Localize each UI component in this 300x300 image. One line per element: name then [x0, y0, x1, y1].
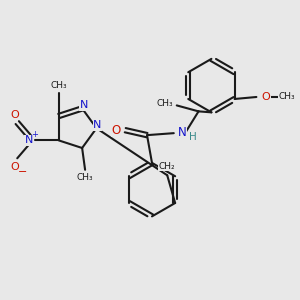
Text: CH₂: CH₂ — [159, 162, 175, 171]
Text: H: H — [189, 132, 197, 142]
Text: +: + — [31, 130, 38, 139]
Text: O: O — [261, 92, 270, 102]
Text: N: N — [93, 120, 102, 130]
Text: CH₃: CH₃ — [50, 81, 67, 90]
Text: O: O — [10, 110, 19, 120]
Text: CH₃: CH₃ — [157, 99, 173, 108]
Text: CH₃: CH₃ — [77, 173, 93, 182]
Text: O: O — [112, 124, 121, 137]
Text: CH₃: CH₃ — [279, 92, 296, 101]
Text: −: − — [17, 167, 27, 177]
Text: N: N — [178, 126, 187, 139]
Text: N: N — [25, 135, 33, 146]
Text: N: N — [80, 100, 88, 110]
Text: O: O — [10, 162, 19, 172]
